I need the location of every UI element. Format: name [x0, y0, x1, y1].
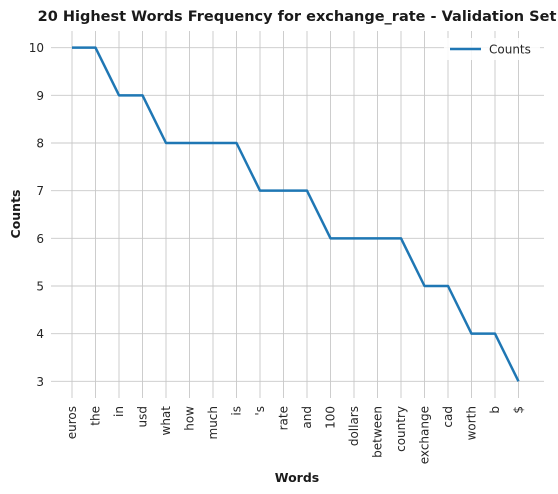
- x-tick-label: exchange: [418, 406, 432, 464]
- legend-label-counts: Counts: [489, 43, 531, 57]
- y-tick-labels: 3 4 5 6 7 8 9 10: [29, 41, 44, 389]
- x-tick-label: worth: [465, 406, 479, 440]
- x-tick-label: $: [512, 406, 526, 414]
- y-tick-label: 9: [36, 89, 44, 103]
- x-tick-label: b: [488, 406, 502, 414]
- x-tick-label: the: [89, 406, 103, 426]
- plot-background: [51, 31, 544, 398]
- x-tick-label: country: [394, 406, 408, 452]
- x-tick-labels: euros the in usd what how much is 's rate and 100 do…: [65, 406, 526, 465]
- x-tick-label: between: [371, 406, 385, 458]
- series-layer: [72, 46, 520, 382]
- x-tick-label: what: [159, 406, 173, 436]
- y-tick-label: 8: [36, 137, 44, 151]
- y-tick-label: 7: [36, 184, 44, 198]
- x-tick-label: cad: [441, 406, 455, 428]
- y-tick-label: 3: [36, 375, 44, 389]
- legend-box: [444, 38, 540, 60]
- x-tick-label: how: [183, 406, 197, 431]
- y-tick-label: 10: [29, 41, 44, 55]
- x-tick-label: 's: [253, 406, 267, 416]
- x-tick-label: and: [300, 406, 314, 429]
- x-tick-label: is: [230, 406, 244, 416]
- legend: Counts: [444, 38, 540, 60]
- y-tick-label: 4: [36, 327, 44, 341]
- x-tick-label: usd: [136, 406, 150, 427]
- y-tick-label: 6: [36, 232, 44, 246]
- series-line-counts: [72, 46, 520, 382]
- plot-area: [51, 31, 544, 398]
- x-tick-label: in: [112, 406, 126, 417]
- x-axis-label: Words: [275, 470, 319, 485]
- x-tick-label: euros: [65, 406, 79, 439]
- y-tick-label: 5: [36, 279, 44, 293]
- x-tick-label: much: [206, 406, 220, 440]
- x-tick-label: dollars: [347, 406, 361, 446]
- x-tick-label: 100: [324, 406, 338, 429]
- chart-title: 20 Highest Words Frequency for exchange_…: [38, 9, 557, 25]
- y-axis-label: Counts: [8, 190, 23, 239]
- x-gridlines: [71, 31, 519, 398]
- x-tick-label: rate: [277, 406, 291, 430]
